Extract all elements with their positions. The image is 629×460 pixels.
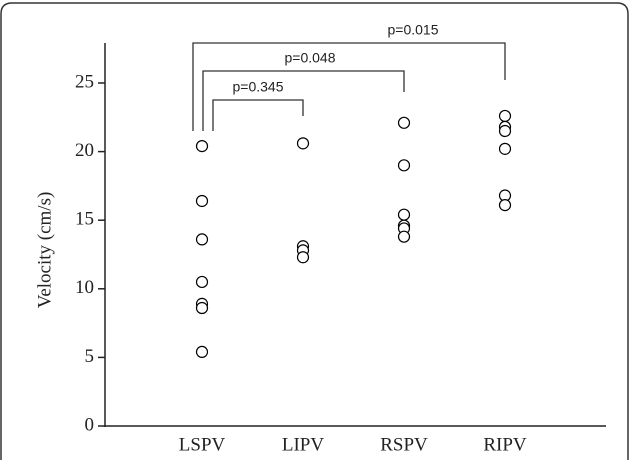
point — [397, 230, 411, 243]
point — [195, 194, 209, 208]
point — [498, 124, 512, 138]
point — [296, 137, 310, 150]
x-tick-label: RIPV — [483, 434, 527, 455]
point — [195, 301, 209, 315]
point — [195, 275, 209, 289]
y-tick-label: 25 — [75, 71, 94, 92]
annotation: p=0.345 — [233, 79, 284, 95]
point — [195, 233, 209, 246]
point — [397, 116, 411, 129]
point — [397, 208, 411, 221]
y-tick-label: 20 — [75, 140, 94, 161]
y-tick-label: 10 — [75, 277, 94, 298]
x-tick-label: RSPV — [380, 434, 428, 455]
bracket — [202, 70, 405, 131]
y-tick-label: 0 — [85, 414, 95, 435]
x-tick-label: LIPV — [282, 434, 325, 455]
annotation: p=0.015 — [388, 22, 439, 38]
point — [296, 251, 310, 264]
bracket — [212, 99, 304, 131]
x-tick-label: LSPV — [179, 434, 226, 455]
y-axis-label: Velocity (cm/s) — [34, 192, 55, 309]
y-tick-label: 15 — [75, 209, 94, 230]
annotation: p=0.048 — [285, 50, 336, 66]
bracket — [192, 42, 506, 131]
point — [498, 199, 512, 212]
point — [498, 142, 512, 155]
point — [397, 159, 411, 172]
point — [195, 140, 209, 153]
point — [195, 345, 209, 359]
point — [498, 109, 512, 123]
y-tick-label: 5 — [85, 346, 95, 367]
